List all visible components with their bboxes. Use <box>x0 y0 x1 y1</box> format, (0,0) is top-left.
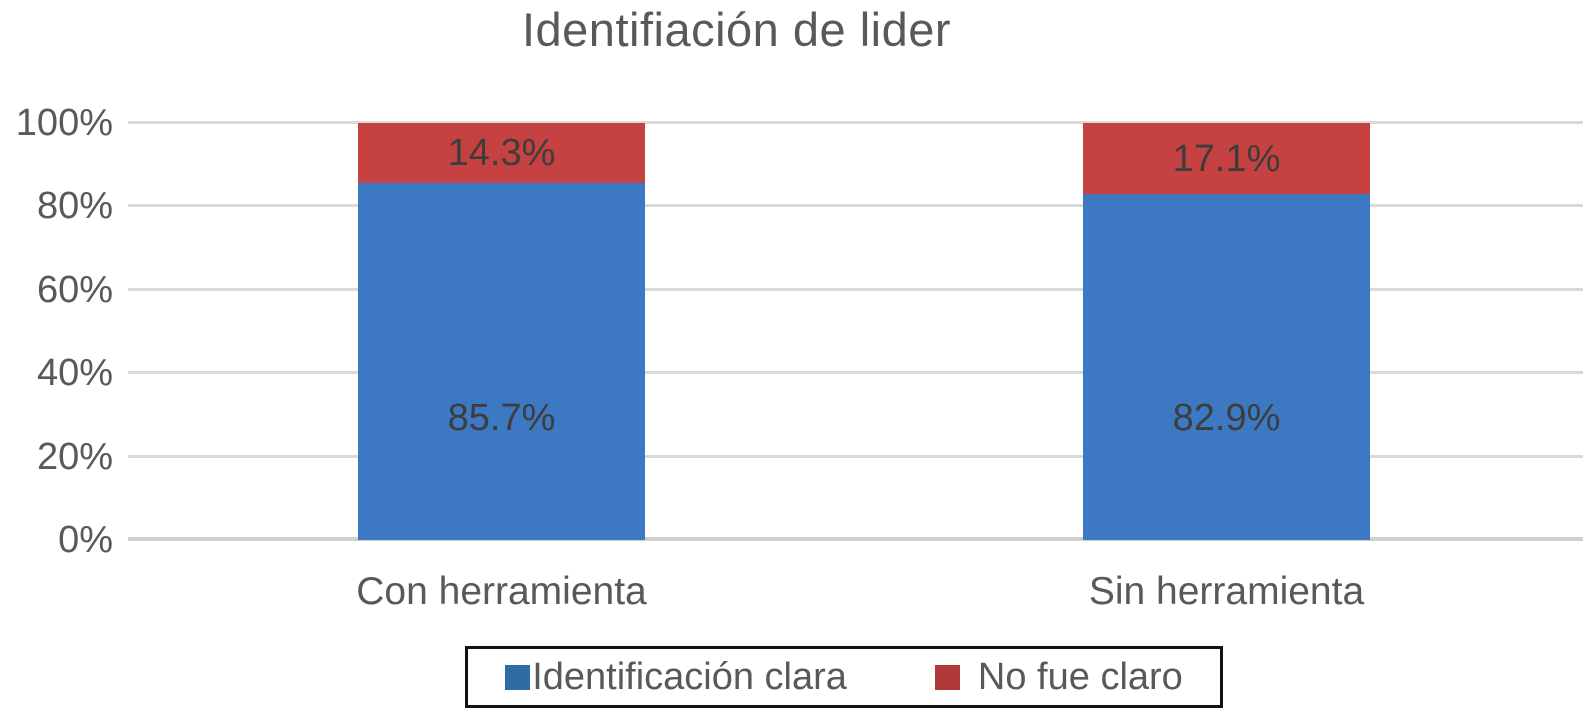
legend-swatch-icon <box>934 664 960 690</box>
gridline-80% <box>128 204 1583 208</box>
legend-item-2: No fue claro <box>934 655 1183 699</box>
segment-no-fue-claro: 14.3% <box>358 123 645 183</box>
gridline-0% <box>128 537 1583 541</box>
category-label-2: Sin herramienta <box>1088 570 1365 613</box>
gridline-60% <box>128 287 1583 291</box>
data-label: 82.9% <box>1172 397 1281 439</box>
y-tick-label: 60% <box>36 268 113 311</box>
y-tick-label: 20% <box>36 435 113 478</box>
data-label: 85.7% <box>447 397 556 439</box>
gridline-40% <box>128 371 1583 375</box>
legend-label: Identificación clara <box>532 655 847 698</box>
segment-no-fue-claro: 17.1% <box>1083 123 1370 195</box>
data-label: 17.1% <box>1172 137 1281 180</box>
bar-sin-herramienta: 17.1% 82.9% <box>1083 123 1370 540</box>
chart-title: Identifiación de lider <box>521 3 952 56</box>
legend-swatch-icon <box>505 664 531 690</box>
segment-identificación-clara: 82.9% <box>1083 194 1370 540</box>
segment-identificación-clara: 85.7% <box>358 182 645 540</box>
gridline-100% <box>128 121 1583 124</box>
category-label-1: Con herramienta <box>356 570 647 613</box>
bar-con-herramienta: 14.3% 85.7% <box>358 123 645 540</box>
gridline-20% <box>128 454 1583 458</box>
plot-area: 14.3% 85.7% Con herramienta 17.1% 82.9% Sin h… <box>128 121 1583 613</box>
data-label: 14.3% <box>447 131 556 174</box>
y-tick-label: 40% <box>36 352 113 395</box>
y-tick-label: 0% <box>58 519 113 561</box>
y-tick-label: 100% <box>15 102 113 144</box>
y-tick-label: 80% <box>36 185 113 228</box>
legend-item-1: Identificación clara <box>505 656 847 699</box>
legend-label: No fue claro <box>977 655 1183 698</box>
legend: Identificación clara No fue claro <box>465 646 1223 708</box>
